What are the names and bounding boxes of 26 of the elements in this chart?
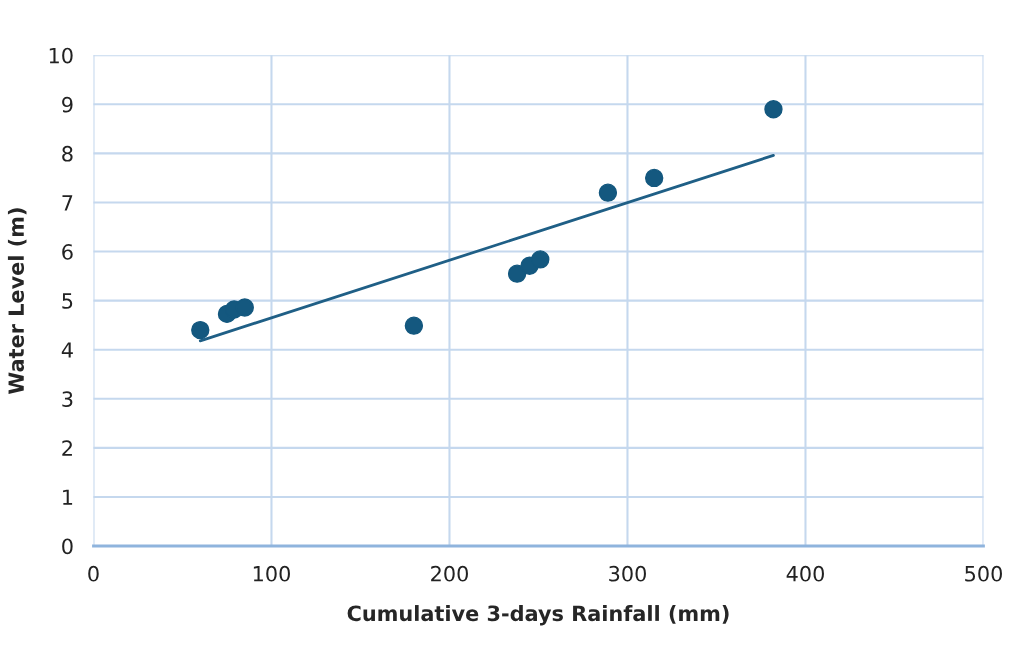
point [531, 250, 550, 269]
y-tick-label: 6 [62, 244, 73, 260]
x-tick-label: 500 [965, 565, 1002, 582]
y-tick-label: 1 [63, 489, 73, 505]
point [507, 264, 527, 283]
x-tick-label: 400 [786, 565, 824, 582]
x-tick-label: 100 [253, 565, 290, 582]
point [404, 316, 424, 335]
y-tick-label: 3 [62, 391, 73, 407]
y-axis-title: Water Level (m) [7, 208, 27, 395]
y-tick-label: 0 [62, 538, 73, 555]
x-axis-title: Cumulative 3-days Rainfall (mm) [347, 605, 729, 626]
point [645, 168, 664, 188]
y-tick-label: 7 [62, 195, 73, 211]
y-tick-label: 4 [61, 342, 73, 358]
y-tick-label: 5 [62, 293, 73, 309]
y-tick-label: 8 [62, 145, 73, 162]
x-tick-label: 200 [431, 565, 468, 582]
x-tick-label: 300 [609, 565, 646, 582]
y-tick-label: 9 [62, 96, 73, 113]
point [598, 183, 618, 202]
y-tick-label: 2 [62, 440, 72, 456]
point [191, 320, 210, 340]
point [764, 100, 783, 119]
y-tick-label: 10 [49, 47, 73, 64]
x-tick-label: 0 [88, 565, 99, 582]
